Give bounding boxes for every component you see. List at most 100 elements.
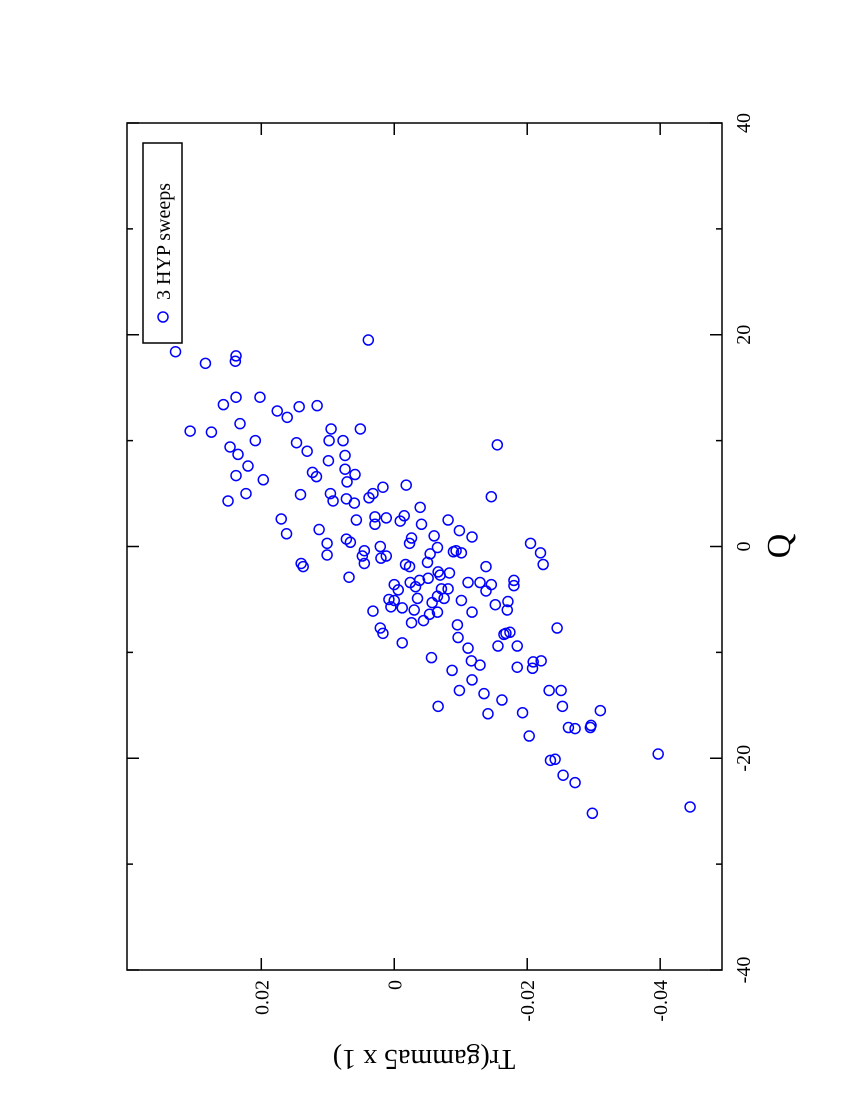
x-tick-label: 0 bbox=[733, 542, 755, 552]
scatter-point bbox=[417, 614, 430, 627]
scatter-point bbox=[350, 514, 363, 526]
scatter-point bbox=[249, 434, 262, 447]
scatter-point bbox=[349, 468, 361, 481]
y-tick-label: 0.02 bbox=[251, 980, 273, 1015]
scatter-point bbox=[383, 593, 395, 606]
scatter-point bbox=[442, 583, 454, 595]
scatter-point bbox=[415, 518, 428, 531]
scatter-point bbox=[549, 753, 561, 766]
scatter-point bbox=[405, 616, 418, 629]
scatter-point bbox=[224, 441, 236, 453]
scatter-point bbox=[369, 511, 381, 523]
scatter-point bbox=[586, 807, 599, 820]
scatter-point bbox=[321, 537, 333, 550]
scatter-point bbox=[217, 398, 230, 411]
scatter-point bbox=[428, 530, 440, 542]
scatter-point bbox=[569, 776, 581, 789]
scatter-point bbox=[502, 595, 514, 608]
scatter-point bbox=[455, 594, 468, 607]
scatter-point bbox=[306, 466, 319, 479]
x-axis-label: Q bbox=[761, 534, 798, 559]
scatter-point bbox=[425, 651, 438, 664]
scatter-point bbox=[524, 537, 537, 550]
scatter-point bbox=[184, 425, 196, 437]
x-tick-label: -40 bbox=[733, 957, 755, 984]
scatter-point bbox=[569, 722, 581, 735]
scatter-point bbox=[358, 544, 371, 557]
scatter-point bbox=[377, 481, 389, 493]
scatter-point bbox=[380, 512, 393, 524]
scatter-point bbox=[511, 640, 523, 652]
scatter-point bbox=[344, 536, 357, 549]
scatter-point bbox=[498, 628, 510, 641]
scatter-point bbox=[280, 528, 293, 540]
scatter-point bbox=[369, 518, 381, 531]
scatter-point bbox=[555, 684, 567, 697]
scatter-point bbox=[562, 721, 575, 734]
scatter-point bbox=[446, 664, 458, 677]
scatter-point bbox=[396, 637, 408, 649]
legend-label: 3 HYP sweeps bbox=[153, 183, 175, 300]
scatter-point bbox=[421, 556, 434, 569]
scatter-point bbox=[400, 479, 412, 491]
scatter-point bbox=[431, 541, 444, 554]
scatter-point bbox=[205, 426, 218, 438]
scatter-point bbox=[485, 490, 498, 503]
scatter-point bbox=[362, 334, 375, 346]
scatter-point bbox=[394, 515, 406, 527]
scatter-point bbox=[321, 549, 333, 561]
scatter-point bbox=[367, 605, 379, 617]
scatter-point bbox=[392, 584, 404, 596]
scatter-point bbox=[478, 687, 490, 700]
scatter-point bbox=[324, 487, 337, 500]
scatter-point bbox=[453, 684, 466, 697]
scatter-point bbox=[354, 423, 367, 435]
scatter-point bbox=[341, 476, 353, 488]
scatter-point bbox=[271, 405, 283, 417]
scatter-point bbox=[438, 592, 450, 605]
scatter-point bbox=[451, 619, 464, 631]
scatter-point bbox=[322, 454, 335, 467]
scatter-point bbox=[222, 495, 234, 507]
scatter-point bbox=[453, 524, 466, 537]
scatter-point bbox=[294, 488, 307, 501]
scatter-point bbox=[523, 730, 535, 742]
scatter-point bbox=[452, 631, 464, 644]
scatter-point bbox=[374, 540, 387, 553]
scatter-point bbox=[339, 463, 351, 475]
scatter-point bbox=[543, 684, 555, 697]
scatter-point bbox=[199, 357, 212, 370]
plot-frame bbox=[126, 122, 723, 971]
scatter-point bbox=[527, 656, 539, 668]
scatter-point bbox=[230, 391, 242, 403]
scatter-point bbox=[466, 531, 478, 543]
scatter-point bbox=[534, 547, 547, 559]
scatter-point bbox=[442, 514, 454, 526]
scatter-point bbox=[652, 748, 664, 760]
scatter-point bbox=[374, 622, 387, 634]
scatter-point bbox=[339, 449, 351, 462]
scatter-point bbox=[501, 604, 514, 616]
scatter-point bbox=[290, 436, 303, 449]
scatter-point bbox=[337, 434, 349, 447]
scatter-point bbox=[535, 655, 547, 667]
scatter-point bbox=[462, 576, 474, 589]
scatter-point bbox=[323, 434, 335, 447]
scatter-point bbox=[281, 411, 293, 424]
scatter-point bbox=[434, 569, 446, 581]
scatter-point bbox=[257, 474, 270, 486]
scatter-point bbox=[422, 572, 434, 585]
scatter-point bbox=[254, 391, 266, 403]
scatter-point bbox=[380, 550, 393, 562]
scatter-point bbox=[489, 598, 502, 611]
scatter-point bbox=[388, 594, 401, 607]
scatter-point bbox=[413, 574, 426, 587]
scatter-point bbox=[557, 769, 569, 781]
scatter-point bbox=[491, 439, 504, 451]
scatter-point bbox=[408, 604, 420, 616]
scatter-point bbox=[295, 557, 307, 570]
scatter-point bbox=[423, 608, 436, 621]
scatter-point bbox=[504, 626, 516, 639]
scatter-point bbox=[405, 532, 418, 544]
